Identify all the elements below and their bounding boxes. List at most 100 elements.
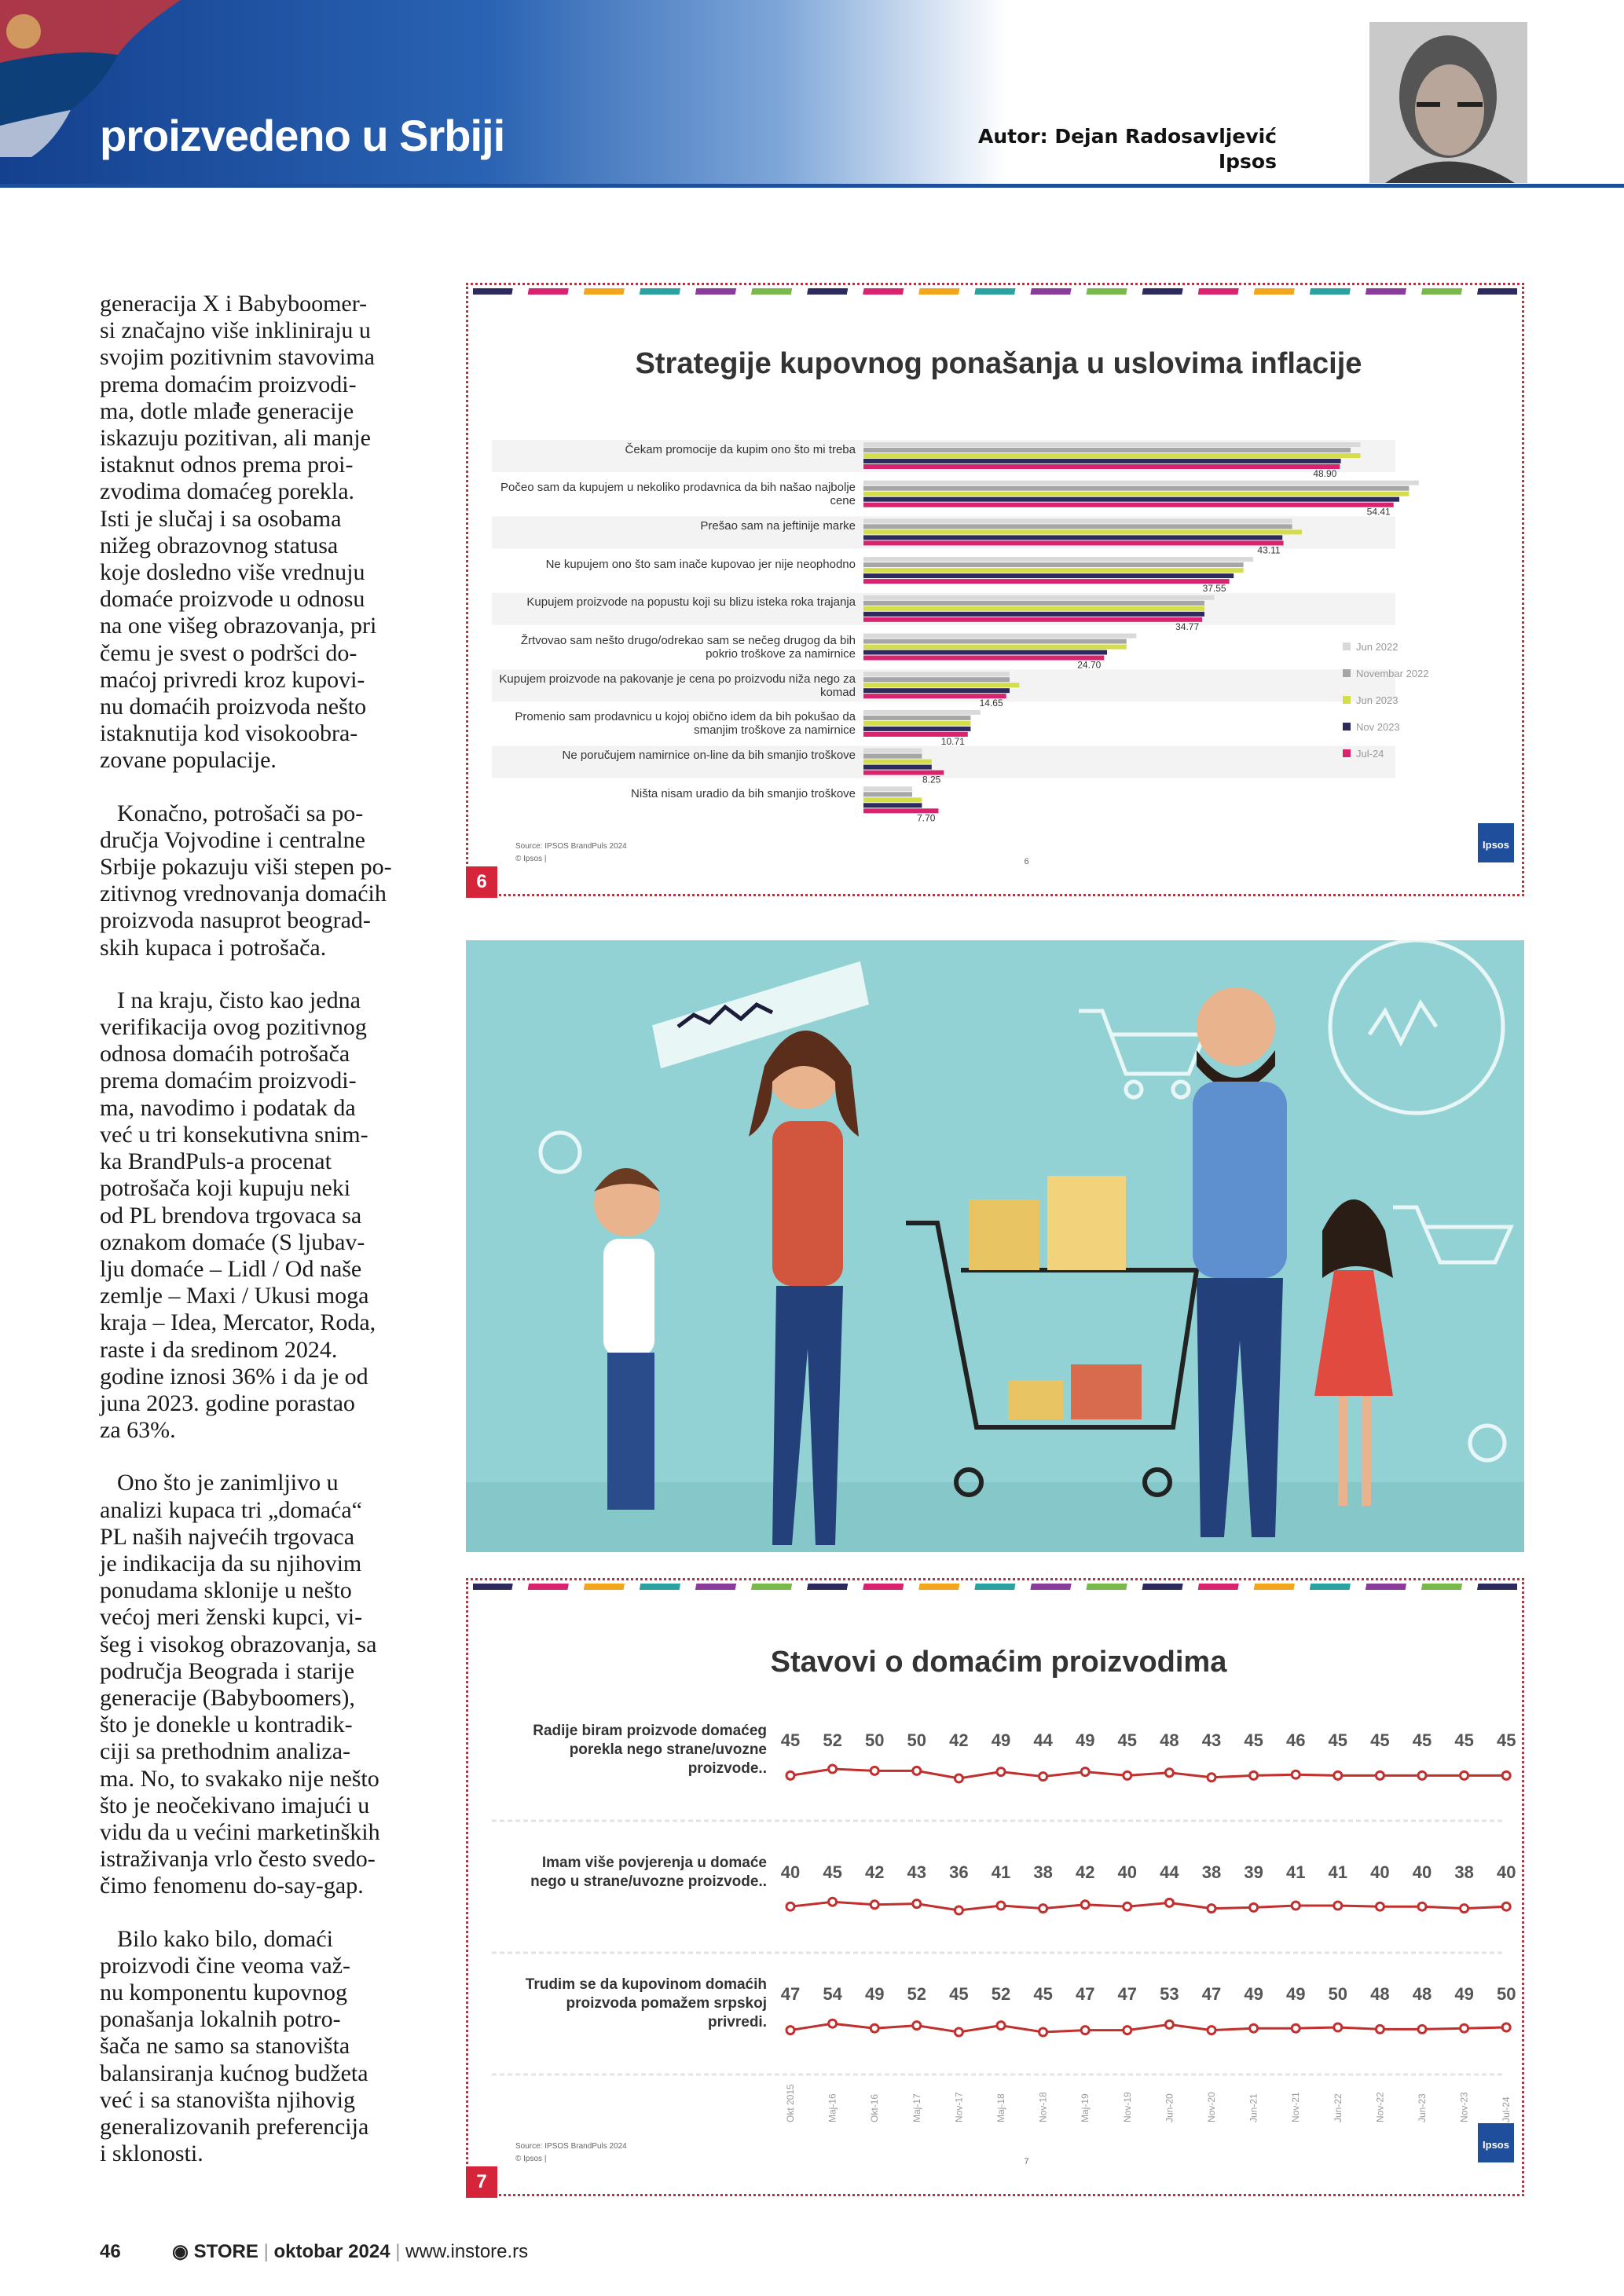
bar: [863, 683, 1020, 688]
text-line: Srbije pokazuju viši stepen po-: [100, 854, 392, 881]
bar: [863, 600, 1204, 606]
point: [1459, 1903, 1470, 1914]
category-label: Kupujem proizvode na popustu koji su bli…: [526, 595, 856, 610]
text-line: dručja Vojvodine i centralne: [100, 826, 365, 853]
author-block: Autor: Dejan Radosavljević Ipsos: [978, 124, 1277, 174]
text-line: područja Beograda i starije: [100, 1657, 355, 1684]
x-tick-label: Nov-20: [1206, 2092, 1217, 2122]
bar: [863, 496, 1399, 502]
point: [1038, 1771, 1049, 1782]
text-line: čimo fenomenu do-say-gap.: [100, 1873, 364, 1899]
bar: [863, 726, 971, 731]
text-line: ponašanja lokalnih potro-: [100, 2006, 341, 2033]
legend-swatch: [1343, 749, 1351, 757]
text-line: prema domaćim proizvodi-: [100, 371, 357, 397]
section-title: proizvedeno u Srbiji: [100, 111, 505, 160]
value-label: 47: [1118, 1984, 1137, 2004]
text-line: ka BrandPuls-a procenat: [100, 1148, 332, 1175]
bar: [863, 459, 1341, 463]
text-line: balansiranja kućnog budžeta: [100, 2060, 368, 2086]
text-line: I na kraju, čisto kao jedna: [117, 987, 361, 1013]
point: [1164, 1897, 1175, 1908]
legend-swatch: [1343, 643, 1351, 650]
website: www.instore.rs: [405, 2241, 529, 2262]
text-line: PL naših najvećih trgovaca: [100, 1523, 355, 1550]
value-label: 38: [1033, 1862, 1052, 1882]
x-tick-label: Maj-19: [1080, 2093, 1091, 2122]
text-line: Isti je slučaj i sa osobama: [100, 505, 342, 532]
figure-number: 6: [466, 866, 497, 898]
illustration: [466, 938, 1524, 1552]
bar: [863, 715, 971, 720]
bar: [863, 529, 1302, 535]
x-tick-label: Maj-16: [827, 2093, 838, 2122]
bar: [863, 650, 1107, 655]
text-line: već i sa stanovišta njihovig: [100, 2086, 355, 2113]
text-line: lju domaće – Lidl / Od naše: [100, 1255, 362, 1282]
value-label: 7.70: [917, 812, 936, 823]
value-label: 45: [1454, 1730, 1473, 1750]
text-line: zvodima domaćeg porekla.: [100, 478, 355, 505]
value-label: 45: [1244, 1730, 1263, 1750]
text-line: istaknut odnos prema proi-: [100, 452, 354, 478]
value-label: 8.25: [922, 774, 941, 785]
point: [827, 1763, 838, 1774]
bar: [863, 611, 1204, 617]
value-label: 48.90: [1313, 468, 1336, 479]
value-label: 40: [1497, 1862, 1516, 1882]
slide-number: 6: [1024, 857, 1028, 866]
value-label: 41: [1329, 1862, 1347, 1882]
chart-title: Strategije kupovnog ponašanja u uslovima…: [636, 347, 1362, 380]
logo-box: [1478, 823, 1514, 862]
value-label: 52: [823, 1730, 841, 1750]
value-label: 43: [1202, 1730, 1221, 1750]
text-line: većoj meri ženski kupci, vi-: [100, 1604, 363, 1631]
value-label: 41: [992, 1862, 1010, 1882]
bar: [863, 770, 944, 775]
point: [1080, 2025, 1091, 2036]
legend-swatch: [1343, 669, 1351, 677]
bar: [863, 709, 981, 715]
magazine-logo: ◉ STORE: [172, 2241, 258, 2262]
point: [1374, 1901, 1385, 1912]
text-line: proizvodi čine veoma važ-: [100, 1952, 351, 1979]
bar: [863, 485, 1410, 491]
text-line: analizi kupaca tri „domaća“: [100, 1496, 362, 1523]
bar: [863, 540, 1284, 546]
value-label: 46: [1286, 1730, 1305, 1750]
text-line: vidu da u većini marketinških: [100, 1818, 380, 1845]
text-line: istaknutija kod visokoobra-: [100, 720, 358, 747]
row-label: Radije biram proizvode domaćeg porekla n…: [533, 1723, 767, 1777]
x-tick-label: Jun-21: [1248, 2093, 1259, 2122]
text-line: ponudama sklonije u nešto: [100, 1577, 352, 1604]
page-number: 46: [100, 2241, 121, 2262]
x-tick-label: Nov-17: [953, 2092, 964, 2122]
value-label: 34.77: [1175, 621, 1199, 632]
value-label: 45: [1413, 1730, 1432, 1750]
slide-number: 7: [1024, 2157, 1028, 2166]
series-line: [790, 1767, 1507, 1780]
value-label: 44: [1033, 1730, 1053, 1750]
text-line: kraja – Idea, Mercator, Roda,: [100, 1309, 376, 1336]
legend-label: Novembar 2022: [1356, 668, 1429, 679]
bar: [863, 748, 922, 753]
family-shopping-illustration: [466, 938, 1524, 1552]
author-photo: [1369, 22, 1527, 183]
point: [1248, 2023, 1259, 2034]
bar: [863, 502, 1394, 507]
bar: [863, 617, 1203, 622]
legend-label: Nov 2023: [1356, 721, 1400, 733]
point: [1374, 2023, 1385, 2034]
paragraph: Bilo kako bilo, domaći proizvodi čine veo…: [100, 1926, 445, 2168]
text-line: ma. No, to svakako nije nešto: [100, 1765, 379, 1792]
bar: [863, 562, 1244, 568]
text-line: već u tri konsekutivna snim-: [100, 1121, 368, 1148]
point: [869, 1899, 880, 1910]
bar: [863, 464, 1340, 469]
bar: [863, 491, 1410, 496]
point: [953, 1773, 964, 1784]
point: [1374, 1770, 1385, 1781]
bar: [863, 557, 1253, 562]
x-tick-label: Maj-17: [911, 2093, 922, 2122]
